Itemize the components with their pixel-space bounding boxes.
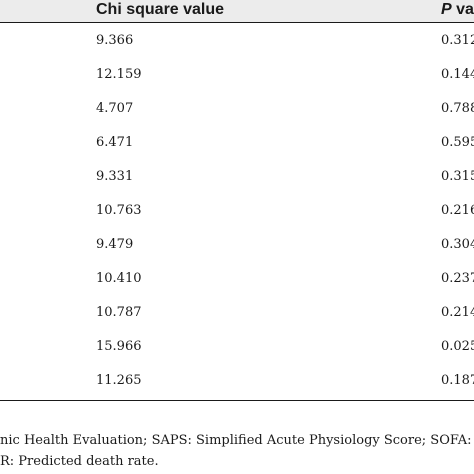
p-value-cell: 0.144 (441, 67, 474, 82)
p-value-cell: 0.595 (441, 135, 474, 150)
p-value-cell: 0.214 (441, 305, 474, 320)
chi-square-cell: 10.763 (96, 203, 142, 218)
table-header (0, 0, 474, 22)
header-chi-square: Chi square value (96, 1, 225, 18)
chi-square-cell: 9.331 (96, 169, 134, 184)
chi-square-cell: 6.471 (96, 135, 134, 150)
footnote-line-1: nic Health Evaluation; SAPS: Simplified … (0, 433, 472, 448)
p-value-cell: 0.304 (441, 237, 474, 252)
p-value-cell: 0.315 (441, 169, 474, 184)
header-rule (0, 22, 474, 23)
chi-square-cell: 11.265 (96, 373, 142, 388)
p-value-cell: 0.312 (441, 33, 474, 48)
chi-square-cell: 15.966 (96, 339, 142, 354)
table-bottom-rule (0, 400, 474, 401)
p-value-cell: 0.237 (441, 271, 474, 286)
p-value-cell: 0.025 (441, 339, 474, 354)
chi-square-cell: 12.159 (96, 67, 142, 82)
chi-square-cell: 10.410 (96, 271, 142, 286)
p-value-cell: 0.788 (441, 101, 474, 116)
chi-square-cell: 10.787 (96, 305, 142, 320)
chi-square-cell: 4.707 (96, 101, 134, 116)
header-p-rest: va (451, 1, 474, 18)
header-p-value: P va (441, 1, 474, 19)
p-value-cell: 0.216 (441, 203, 474, 218)
footnote-line-2: R: Predicted death rate. (0, 454, 159, 469)
chi-square-cell: 9.479 (96, 237, 134, 252)
header-p-italic: P (441, 1, 452, 18)
chi-square-cell: 9.366 (96, 33, 134, 48)
p-value-cell: 0.187 (441, 373, 474, 388)
